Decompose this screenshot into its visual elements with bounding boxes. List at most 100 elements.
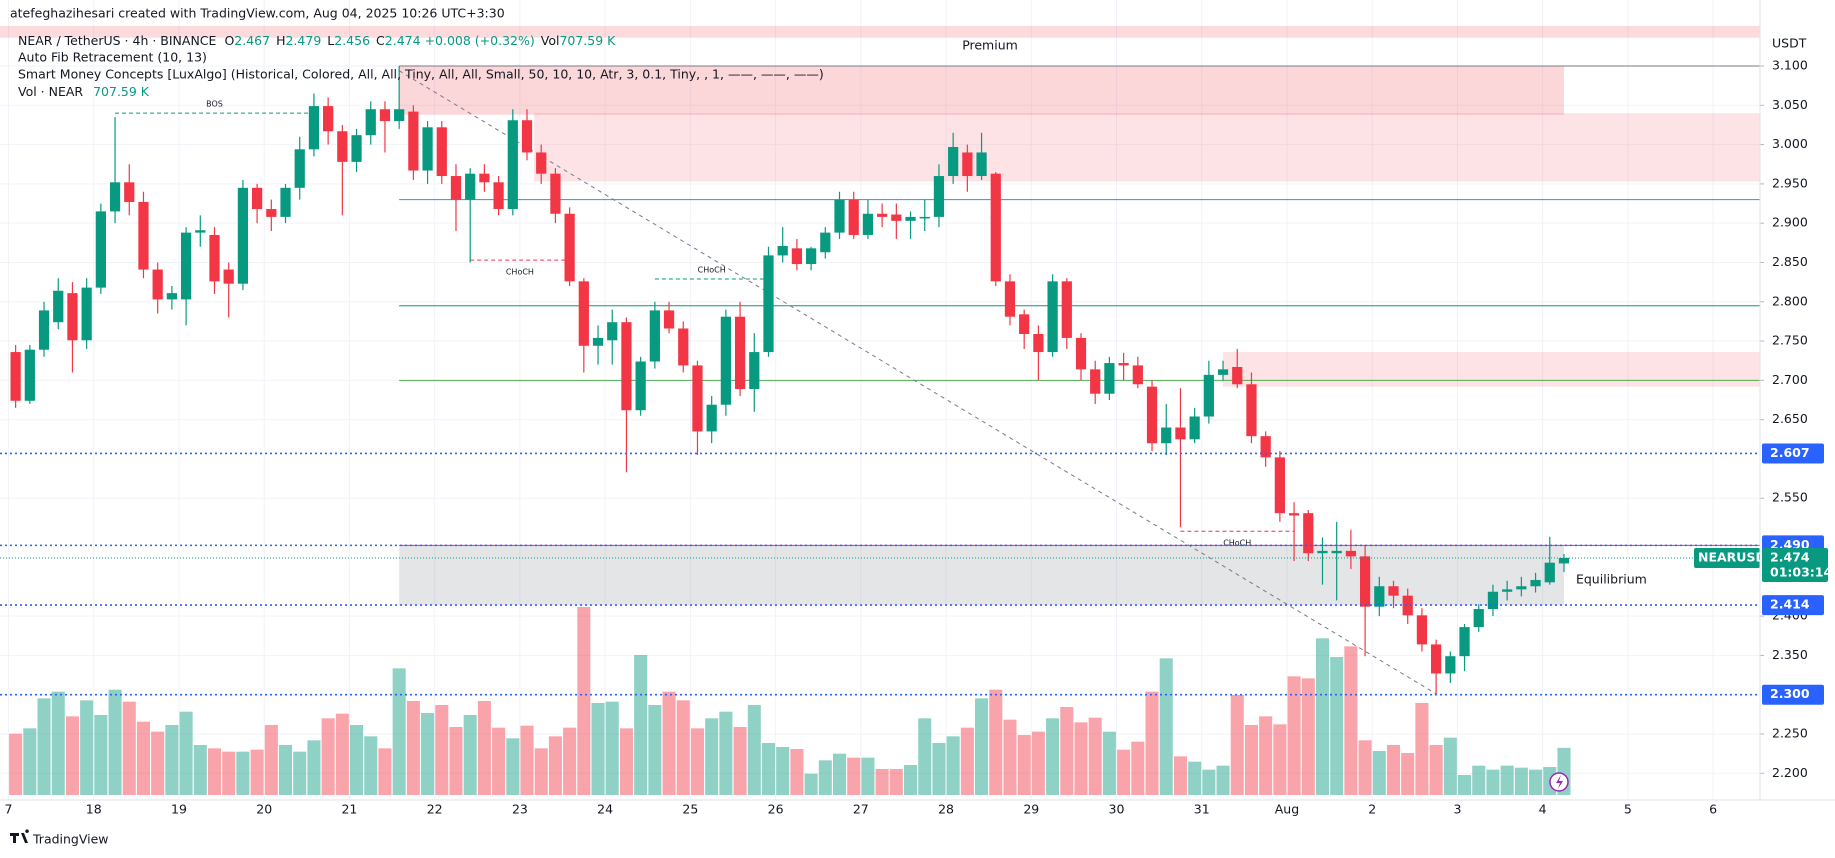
zone <box>534 113 1760 182</box>
y-tick-label: 3.100 <box>1772 58 1808 73</box>
price-badge <box>1762 443 1824 464</box>
candle-body <box>919 216 930 219</box>
zone <box>1223 352 1760 387</box>
zone <box>0 25 1760 38</box>
candle-body <box>536 152 547 174</box>
candle-body <box>1288 513 1300 516</box>
volume-bar <box>23 728 37 795</box>
volume-bar <box>1273 724 1287 795</box>
candle-body <box>1402 595 1413 616</box>
volume-bar <box>634 655 648 795</box>
candle-body <box>777 245 788 256</box>
legend-key: Vol <box>541 33 560 48</box>
price-badge-label: 2.300 <box>1770 686 1810 701</box>
volume-bar <box>1060 707 1074 795</box>
x-tick-label: 30 <box>1109 802 1125 817</box>
volume-bar <box>421 713 435 795</box>
volume-bar <box>1145 691 1159 795</box>
candle-body <box>862 213 874 235</box>
candle-body <box>209 234 220 282</box>
candle-body <box>805 248 817 265</box>
candle-body <box>962 152 973 177</box>
candle-body <box>649 310 660 362</box>
volume-bar <box>1315 638 1330 795</box>
candle-body <box>95 211 106 288</box>
volume-bar <box>534 748 548 795</box>
legend-key: O <box>224 33 234 48</box>
candle-body <box>891 214 902 221</box>
volume-bar <box>1301 678 1315 795</box>
volume-bar <box>406 701 420 795</box>
candle-body <box>1189 416 1200 440</box>
volume-bar <box>932 743 946 795</box>
volume-indicator: Vol · NEAR <box>18 84 83 99</box>
candle-body <box>1203 374 1214 417</box>
volume-bar <box>80 700 94 795</box>
volume-bar <box>520 725 534 795</box>
candle-body <box>1544 562 1555 583</box>
zone-label: Equilibrium <box>1576 572 1647 587</box>
legend-value: 707.59 K <box>559 33 616 48</box>
logo-icon <box>10 829 29 843</box>
candle-body <box>67 293 78 341</box>
volume-bar <box>65 716 79 795</box>
candle-body <box>564 213 575 282</box>
volume-bar <box>1003 719 1017 795</box>
alert-icon[interactable] <box>1549 772 1569 792</box>
candle-body <box>351 135 362 162</box>
volume-bar <box>506 738 520 795</box>
candle-body <box>1033 333 1044 353</box>
candle-body <box>436 127 447 177</box>
volume-bar <box>1287 676 1301 795</box>
candle-body <box>1359 556 1371 607</box>
y-tick-label: 3.000 <box>1772 136 1808 151</box>
y-tick-label: 2.900 <box>1772 215 1808 230</box>
volume-bar <box>1358 740 1372 795</box>
volume-bar <box>705 718 719 795</box>
volume-bar <box>250 749 264 795</box>
volume-bar <box>847 757 861 795</box>
volume-bar <box>1330 657 1344 795</box>
candle-body <box>734 316 746 389</box>
candle-body <box>1146 386 1158 444</box>
x-tick-label: 19 <box>171 802 187 817</box>
candle-body <box>678 328 689 366</box>
countdown-label: 01:03:14 <box>1770 564 1832 579</box>
candle-body <box>53 290 64 323</box>
footer-logo: TradingView <box>10 829 109 847</box>
candle-body <box>663 310 675 329</box>
marks-layer <box>9 66 1571 795</box>
volume-bar <box>1017 735 1031 795</box>
y-tick-label: 2.700 <box>1772 372 1808 387</box>
candle-body <box>933 176 945 217</box>
candle-body <box>379 109 391 122</box>
volume-bar <box>747 705 761 795</box>
x-tick-label: 24 <box>597 802 613 817</box>
candle-body <box>408 111 419 171</box>
x-tick-label: Aug <box>1275 802 1299 817</box>
x-tick-label: 25 <box>682 802 698 817</box>
candle-body <box>323 106 334 132</box>
y-tick-label: 2.850 <box>1772 254 1808 269</box>
volume-bar <box>207 748 222 795</box>
candle-body <box>81 287 92 341</box>
volume-bar <box>449 727 463 795</box>
y-tick-label: 2.650 <box>1772 411 1808 426</box>
volume-bar <box>1188 761 1202 795</box>
candle-body <box>1473 609 1484 628</box>
volume-bar <box>1486 769 1500 795</box>
volume-bar <box>563 727 577 795</box>
volume-bar <box>662 691 676 795</box>
candle-body <box>820 232 831 253</box>
legend-value: 2.474 <box>385 33 421 48</box>
candle-body <box>1502 589 1513 592</box>
candle-body <box>749 352 760 389</box>
legend-key: C <box>376 33 385 48</box>
volume-bar <box>605 701 619 795</box>
zone-label: Premium <box>962 37 1018 52</box>
candle-body <box>1416 615 1428 645</box>
price-badge-label: 2.607 <box>1770 445 1810 460</box>
candle-body <box>1118 363 1129 366</box>
candle-body <box>1431 644 1442 674</box>
